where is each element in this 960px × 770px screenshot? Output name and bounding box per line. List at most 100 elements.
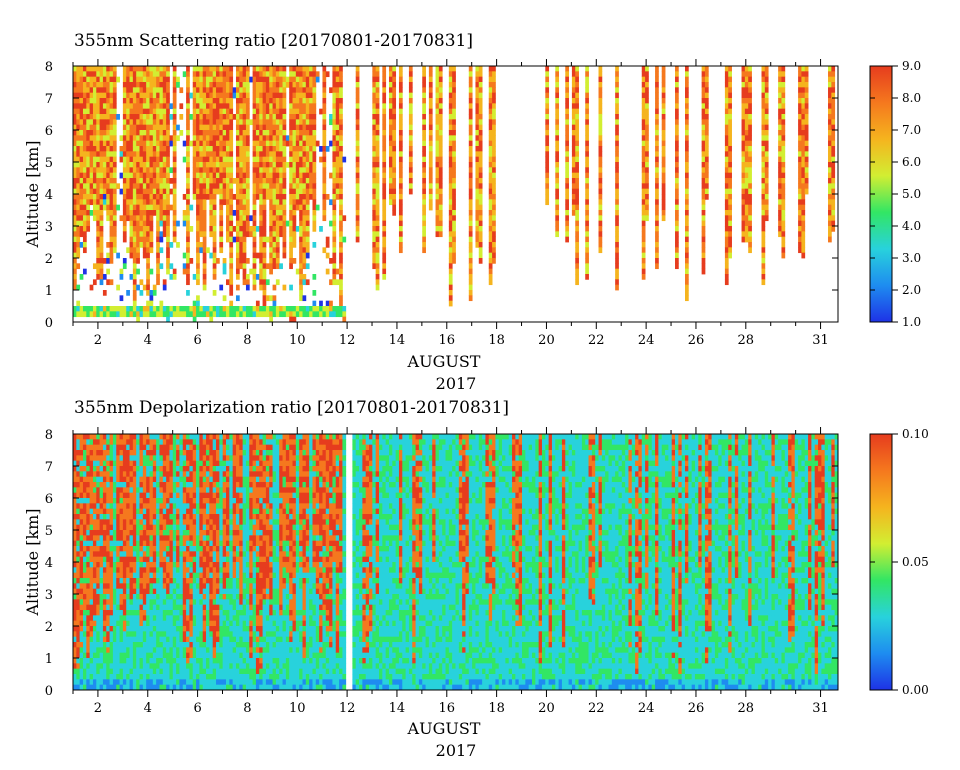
- heatmap-cell: [448, 231, 453, 238]
- heatmap-cell: [209, 71, 214, 78]
- heatmap-cell: [172, 204, 177, 211]
- heatmap-cell: [372, 92, 377, 99]
- heatmap-cell: [152, 172, 157, 179]
- heatmap-cell: [302, 172, 307, 179]
- heatmap-cell: [555, 231, 560, 238]
- heatmap-cell: [302, 66, 307, 72]
- heatmap-cell: [408, 108, 413, 115]
- heatmap-cell: [675, 199, 679, 206]
- heatmap-cell: [82, 471, 87, 478]
- x-axis-label-year: 2017: [436, 374, 477, 393]
- heatmap-cell: [86, 98, 91, 104]
- heatmap-cell: [92, 98, 97, 104]
- heatmap-cell: [82, 594, 87, 600]
- heatmap-cell: [339, 146, 343, 152]
- heatmap-cell: [152, 167, 157, 174]
- heatmap-cell: [172, 87, 177, 94]
- heatmap-cell: [146, 263, 150, 270]
- heatmap-cell: [96, 434, 101, 440]
- heatmap-cell: [229, 76, 234, 83]
- heatmap-cell: [661, 183, 666, 190]
- heatmap-cell: [226, 140, 230, 147]
- heatmap-cell: [728, 98, 732, 104]
- heatmap-cell: [438, 135, 443, 142]
- heatmap-cell: [655, 220, 659, 227]
- heatmap-cell: [575, 162, 579, 168]
- heatmap-cell: [79, 482, 84, 488]
- heatmap-cell: [438, 130, 443, 136]
- heatmap-cell: [92, 487, 97, 494]
- heatmap-cell: [704, 87, 709, 94]
- heatmap-cell: [132, 108, 137, 115]
- heatmap-cell: [235, 119, 240, 126]
- heatmap-cell: [282, 215, 287, 222]
- colorbar-ticks: 1.02.03.04.05.06.07.08.09.0: [870, 59, 921, 329]
- heatmap-cell: [332, 162, 337, 168]
- heatmap-cell: [219, 92, 224, 99]
- heatmap-cell: [79, 620, 84, 627]
- heatmap-cell: [382, 82, 387, 88]
- heatmap-cell: [761, 263, 766, 270]
- heatmap-cell: [73, 140, 77, 147]
- heatmap-cell: [166, 210, 170, 216]
- heatmap-cell: [189, 204, 194, 211]
- heatmap-cell: [142, 146, 147, 152]
- heatmap-cell: [219, 82, 224, 88]
- heatmap-cell: [136, 162, 140, 168]
- heatmap-cell: [428, 156, 433, 163]
- heatmap-cell: [129, 119, 134, 126]
- heatmap-cell: [355, 215, 360, 222]
- heatmap-cell: [169, 306, 174, 312]
- heatmap-cell: [86, 540, 91, 547]
- heatmap-cell: [438, 220, 443, 227]
- heatmap-cell: [598, 87, 603, 94]
- heatmap-cell: [778, 140, 782, 147]
- heatmap-cell: [226, 226, 230, 232]
- heatmap-cell: [764, 76, 769, 83]
- heatmap-cell: [76, 98, 81, 104]
- heatmap-cell: [492, 172, 496, 179]
- heatmap-cell: [598, 66, 603, 72]
- heatmap-cell: [468, 71, 473, 78]
- heatmap-cell: [82, 167, 87, 174]
- heatmap-cell: [122, 103, 127, 110]
- heatmap-cell: [192, 71, 197, 78]
- heatmap-cell: [438, 231, 443, 238]
- heatmap-cell: [289, 210, 293, 216]
- heatmap-cell: [146, 279, 150, 286]
- heatmap-cell: [475, 156, 480, 163]
- heatmap-cell: [335, 98, 340, 104]
- heatmap-cell: [272, 188, 277, 195]
- heatmap-cell: [289, 236, 293, 243]
- heatmap-cell: [196, 172, 200, 179]
- heatmap-cell: [245, 188, 250, 195]
- heatmap-cell: [86, 594, 91, 600]
- heatmap-cell: [701, 119, 706, 126]
- heatmap-cell: [295, 199, 300, 206]
- heatmap-cell: [79, 487, 84, 494]
- heatmap-cell: [724, 156, 729, 163]
- heatmap-cell: [76, 615, 81, 622]
- heatmap-cell: [259, 82, 263, 88]
- heatmap-cell: [685, 231, 689, 238]
- heatmap-cell: [575, 215, 579, 222]
- heatmap-cell: [149, 295, 154, 302]
- heatmap-cell: [86, 567, 91, 574]
- heatmap-cell: [212, 183, 217, 190]
- heatmap-cell: [428, 199, 433, 206]
- heatmap-cell: [335, 268, 340, 275]
- heatmap-cell: [571, 92, 576, 99]
- heatmap-cell: [339, 274, 343, 280]
- heatmap-cell: [748, 210, 752, 216]
- heatmap-cell: [382, 274, 387, 280]
- heatmap-cell: [82, 679, 87, 686]
- heatmap-cell: [79, 540, 84, 547]
- heatmap-cell: [375, 135, 380, 142]
- heatmap-cell: [615, 156, 619, 163]
- heatmap-cell: [252, 71, 257, 78]
- heatmap-cell: [655, 247, 659, 254]
- heatmap-cell: [295, 188, 300, 195]
- heatmap-cell: [392, 151, 397, 158]
- heatmap-cell: [438, 103, 443, 110]
